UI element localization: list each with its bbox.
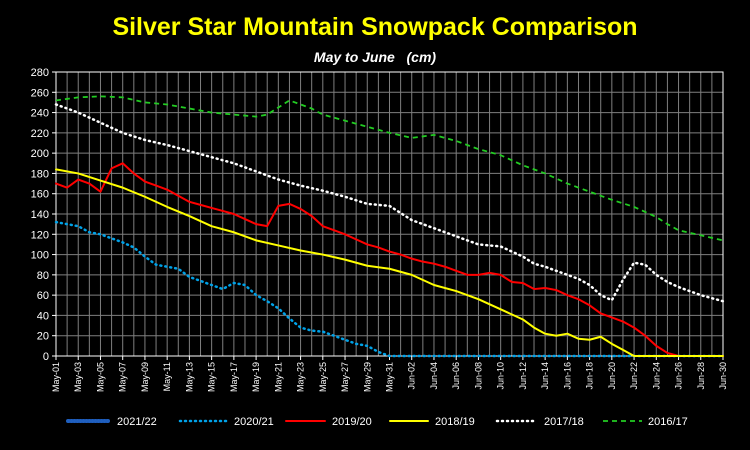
x-tick-label: Jun-16 [562,362,572,390]
chart-subtitle: May to June (cm) [314,49,436,65]
y-tick-label: 220 [31,128,49,140]
x-tick-label: Jun-30 [718,362,728,390]
x-tick-label: May-29 [362,362,372,392]
x-tick-label: Jun-20 [607,362,617,390]
y-tick-label: 100 [31,250,49,262]
x-tick-label: Jun-04 [429,362,439,390]
y-tick-label: 0 [43,351,49,363]
x-tick-label: Jun-24 [651,362,661,390]
y-axis-ticks: 0 20 40 60 80 100 120 140 160 180 200 220 240 260 280 [31,67,56,363]
series-line-2018-19 [55,168,724,357]
y-tick-label: 80 [37,270,49,282]
x-tick-label: Jun-28 [696,362,706,390]
y-tick-label: 280 [31,67,49,79]
x-tick-label: May-03 [73,362,83,392]
y-tick-label: 40 [37,310,49,322]
y-tick-label: 60 [37,290,49,302]
x-tick-label: May-23 [296,362,306,392]
x-tick-label: May-15 [207,362,217,392]
series-lines [54,95,725,358]
x-tick-label: Jun-10 [496,362,506,390]
x-tick-label: Jun-18 [585,362,595,390]
legend-label-2020-21: 2020/21 [234,416,274,428]
series-line-2017-18 [54,103,725,303]
x-tick-label: May-25 [318,362,328,392]
legend-label-2021-22: 2021/22 [117,416,157,428]
legend: 2021/22 2020/21 2019/20 2018/19 2017/18 2016/… [66,416,688,428]
legend-label-2017-18: 2017/18 [544,416,584,428]
series-line-2020-21 [54,220,725,358]
x-tick-label: May-11 [162,362,172,391]
x-tick-label: May-21 [273,362,283,392]
x-tick-label: Jun-14 [540,362,550,390]
x-tick-label: May-09 [140,362,150,392]
x-tick-label: Jun-22 [629,362,639,390]
x-tick-label: May-07 [118,362,128,392]
x-tick-label: Jun-06 [451,362,461,390]
legend-label-2018-19: 2018/19 [435,416,475,428]
x-tick-label: Jun-26 [674,362,684,390]
x-tick-label: May-19 [251,362,261,392]
x-tick-label: May-27 [340,362,350,392]
y-tick-label: 200 [31,148,49,160]
x-tick-label: May-17 [229,362,239,392]
x-tick-label: May-05 [95,362,105,392]
legend-label-2019-20: 2019/20 [332,416,372,428]
x-tick-label: May-13 [184,362,194,392]
y-tick-label: 260 [31,87,49,99]
x-tick-label: Jun-12 [518,362,528,390]
y-tick-label: 240 [31,108,49,120]
y-tick-label: 180 [31,168,49,180]
y-tick-label: 120 [31,229,49,241]
y-tick-label: 140 [31,209,49,221]
series-line-2019-20 [55,162,724,357]
y-tick-label: 160 [31,189,49,201]
x-axis-ticks: May-01 May-03 May-05 May-07 May-09 May-11 May-… [51,356,728,392]
x-tick-label: May-31 [385,362,395,392]
legend-label-2016-17: 2016/17 [648,416,688,428]
gridlines [55,71,724,357]
x-tick-label: May-01 [51,362,61,392]
x-tick-label: Jun-02 [407,362,417,390]
x-tick-label: Jun-08 [473,362,483,390]
chart-title: Silver Star Mountain Snowpack Comparison [112,13,637,41]
y-tick-label: 20 [37,331,49,343]
series-line-2016-17 [55,95,724,242]
